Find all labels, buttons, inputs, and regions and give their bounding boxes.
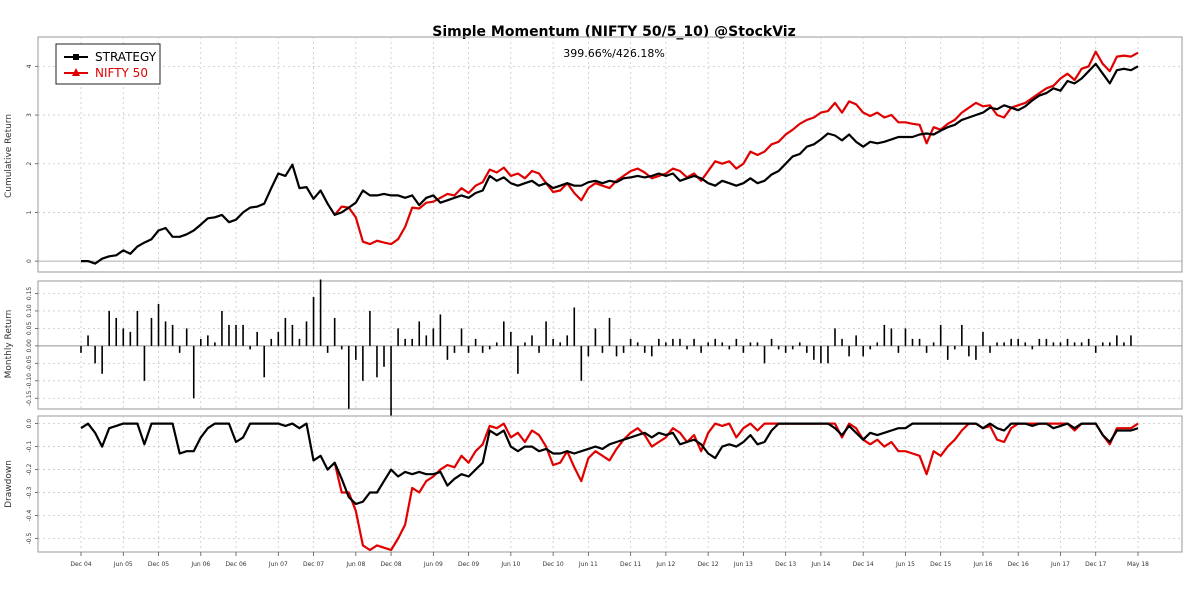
y-tick-label: 0.15 — [26, 287, 33, 301]
y-tick-label: -0.10 — [26, 373, 33, 389]
x-axis: Dec 04 Jun 05 Dec 05 Jun 06 Dec 06 Jun 07 Dec … — [70, 552, 1149, 568]
y-tick-label: 2 — [26, 162, 33, 166]
cumulative-panel-frame — [37, 36, 1183, 273]
x-tick-label: Dec 08 — [380, 561, 401, 568]
x-tick-label: Jun 13 — [733, 561, 753, 568]
x-tick-label: Jun 08 — [345, 561, 365, 568]
strategy-cumulative-line — [81, 62, 1139, 265]
y-tick-label: 0.0 — [26, 419, 33, 429]
monthly-return-panel: Monthly Return -0.15-0.10 -0.05 0.00 0.05 0.… — [4, 279, 1183, 416]
y-tick-label: 0.00 — [26, 339, 33, 353]
y-tick-label: -0.1 — [26, 441, 33, 453]
x-tick-label: Jun 12 — [655, 561, 675, 568]
y-tick-label: 0.05 — [26, 322, 33, 336]
x-tick-label: May 18 — [1127, 561, 1149, 568]
x-tick-label: Jun 05 — [113, 561, 133, 568]
x-tick-label: Dec 09 — [458, 561, 479, 568]
x-tick-label: Dec 04 — [70, 561, 91, 568]
x-tick-label: Dec 12 — [698, 561, 719, 568]
nifty-drawdown-line — [333, 422, 1139, 552]
y-tick-label: 4 — [26, 64, 33, 68]
x-tick-label: Jun 16 — [973, 561, 993, 568]
x-tick-label: Dec 05 — [148, 561, 169, 568]
monthly-ylabel: Monthly Return — [4, 310, 14, 379]
legend-box — [55, 43, 161, 85]
y-tick-label: 3 — [26, 113, 33, 117]
x-tick-label: Jun 17 — [1050, 561, 1070, 568]
legend: STRATEGY NIFTY 50 — [55, 43, 161, 85]
strategy-drawdown-line — [80, 422, 1139, 506]
y-tick-label: -0.15 — [26, 390, 33, 406]
x-tick-label: Dec 07 — [303, 561, 324, 568]
y-tick-label: -0.3 — [26, 487, 33, 499]
x-tick-label: Jun 07 — [268, 561, 288, 568]
y-tick-label: -0.2 — [26, 464, 33, 476]
y-tick-label: -0.05 — [26, 355, 33, 371]
y-tick-label: 0 — [26, 259, 33, 263]
x-tick-label: Jun 15 — [895, 561, 915, 568]
x-tick-label: Dec 16 — [1008, 561, 1029, 568]
drawdown-ylabel: Drawdown — [4, 460, 14, 508]
drawdown-panel: Drawdown 0.0 -0.1 -0.2 -0.3 -0.4 -0.5 — [4, 415, 1183, 553]
drawdown-panel-frame — [37, 415, 1183, 553]
chart-title: Simple Momentum (NIFTY 50/5_10) @StockVi… — [432, 24, 795, 40]
x-tick-label: Dec 13 — [775, 561, 796, 568]
x-tick-label: Jun 11 — [578, 561, 598, 568]
x-tick-label: Jun 09 — [423, 561, 443, 568]
x-tick-label: Jun 06 — [190, 561, 210, 568]
y-tick-label: 0.10 — [26, 304, 33, 318]
cumulative-return-panel: Cumulative Return 0 1 2 3 4 — [4, 36, 1183, 273]
x-tick-label: Dec 06 — [225, 561, 246, 568]
x-tick-label: Dec 17 — [1085, 561, 1106, 568]
cumulative-ylabel: Cumulative Return — [4, 114, 14, 198]
legend-strategy-label: STRATEGY — [95, 50, 157, 64]
x-tick-label: Dec 15 — [930, 561, 951, 568]
nifty-cumulative-line — [333, 50, 1139, 246]
x-tick-label: Dec 10 — [543, 561, 564, 568]
x-tick-label: Dec 14 — [853, 561, 874, 568]
legend-strategy-marker — [73, 54, 79, 60]
y-tick-label: -0.4 — [26, 509, 33, 521]
x-tick-label: Dec 11 — [620, 561, 641, 568]
x-tick-label: Jun 14 — [810, 561, 830, 568]
monthly-panel-frame — [37, 280, 1183, 410]
chart-subtitle: 399.66%/426.18% — [563, 47, 665, 60]
y-tick-label: 1 — [26, 210, 33, 214]
legend-nifty-marker — [72, 68, 80, 76]
x-tick-label: Jun 10 — [500, 561, 520, 568]
y-tick-label: -0.5 — [26, 532, 33, 544]
legend-nifty-label: NIFTY 50 — [95, 66, 148, 80]
